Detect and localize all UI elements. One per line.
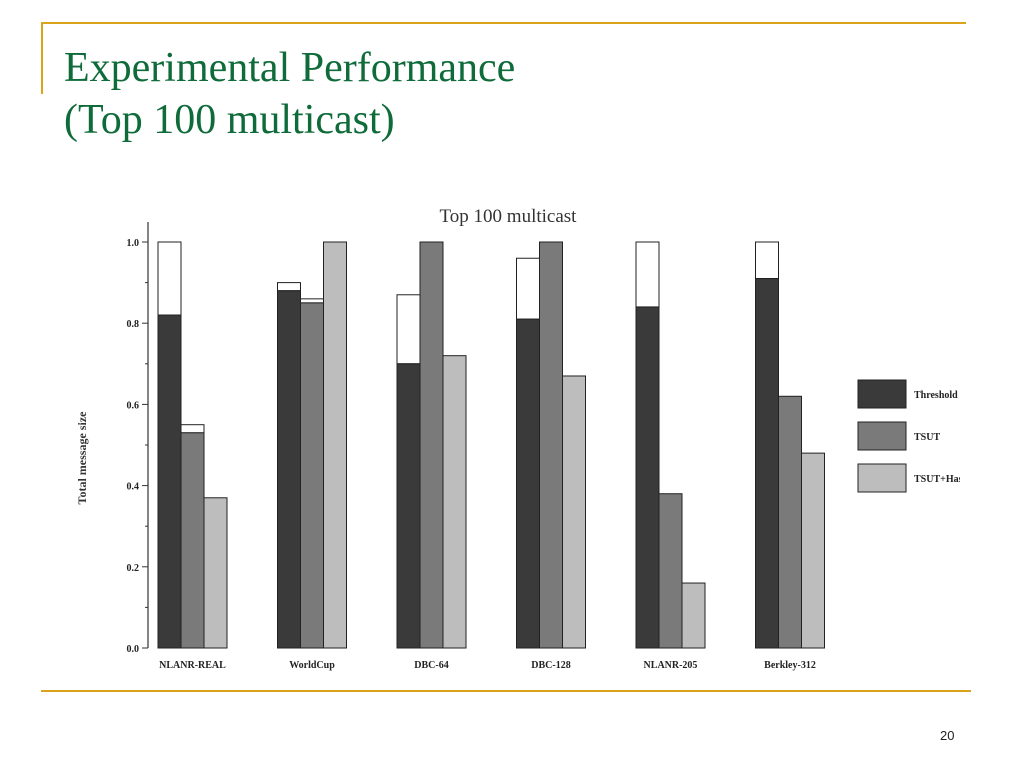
- bar-cap-threshold: [396, 294, 421, 365]
- x-category-label: NLANR-REAL: [159, 660, 226, 671]
- bar-tsut: [778, 395, 802, 649]
- bar-cap-tsut: [180, 424, 205, 434]
- bar-chart: Top 100 multicast Total message size 0.0…: [60, 188, 960, 683]
- legend-label: Threshold: [914, 390, 958, 401]
- bar-threshold: [755, 278, 779, 649]
- x-category-label: NLANR-205: [644, 660, 698, 671]
- x-category-label: WorldCup: [289, 660, 335, 671]
- page-number: 20: [940, 728, 955, 743]
- slide-title-line-2: (Top 100 multicast): [64, 97, 395, 143]
- left-accent-line: [41, 22, 43, 94]
- bar-tsut: [180, 432, 205, 649]
- bar-cap-threshold: [755, 241, 779, 280]
- legend-swatch-tsut-hash: [857, 463, 907, 493]
- y-tick-label: 0.8: [127, 319, 140, 330]
- bar-tsut: [658, 493, 683, 649]
- bar-cap-threshold: [277, 282, 301, 292]
- y-tick-label: 0.4: [127, 482, 140, 493]
- y-tick-label: 0.2: [127, 563, 140, 574]
- x-category-label: Berkley-312: [764, 660, 816, 671]
- bottom-accent-line: [41, 690, 971, 692]
- bar-cap-threshold: [157, 241, 182, 316]
- chart-title: Top 100 multicast: [440, 206, 578, 227]
- y-tick-label: 0.6: [127, 400, 140, 411]
- bar-tsut-hash: [681, 582, 706, 649]
- plot-area: 0.0 0.2 0.4 0.6 0.8 1.0 NLANR-REAL WorldCup DBC-…: [127, 222, 825, 671]
- bar-threshold: [635, 306, 660, 649]
- bar-tsut-hash: [801, 452, 825, 649]
- bar-threshold: [516, 318, 540, 649]
- x-category-label: DBC-128: [531, 660, 570, 671]
- y-tick-label: 1.0: [127, 238, 140, 249]
- bar-threshold: [157, 314, 182, 649]
- bar-tsut: [419, 241, 444, 649]
- x-category-label: DBC-64: [414, 660, 448, 671]
- top-accent-line: [41, 22, 966, 24]
- bar-tsut-hash: [323, 241, 347, 649]
- bar-cap-tsut: [300, 298, 324, 304]
- bar-cap-threshold: [516, 257, 540, 320]
- legend-label: TSUT+Hash: [914, 474, 960, 485]
- legend-swatch-tsut: [857, 421, 907, 451]
- bar-threshold: [396, 363, 421, 649]
- slide-title-line-1: Experimental Performance: [64, 45, 516, 91]
- y-tick-label: 0.0: [127, 644, 140, 655]
- slide-title: Experimental Performance (Top 100 multic…: [64, 42, 515, 146]
- y-axis-label: Total message size: [75, 411, 89, 505]
- legend-swatch-threshold: [857, 379, 907, 409]
- bar-cap-threshold: [635, 241, 660, 308]
- bar-tsut: [300, 302, 324, 649]
- chart-legend: Threshold TSUT TSUT+Hash: [857, 379, 960, 493]
- bar-threshold: [277, 290, 301, 649]
- bar-tsut-hash: [442, 355, 467, 649]
- bar-tsut-hash: [203, 497, 228, 649]
- bar-tsut: [539, 241, 563, 649]
- legend-label: TSUT: [914, 432, 940, 443]
- bar-tsut-hash: [562, 375, 586, 649]
